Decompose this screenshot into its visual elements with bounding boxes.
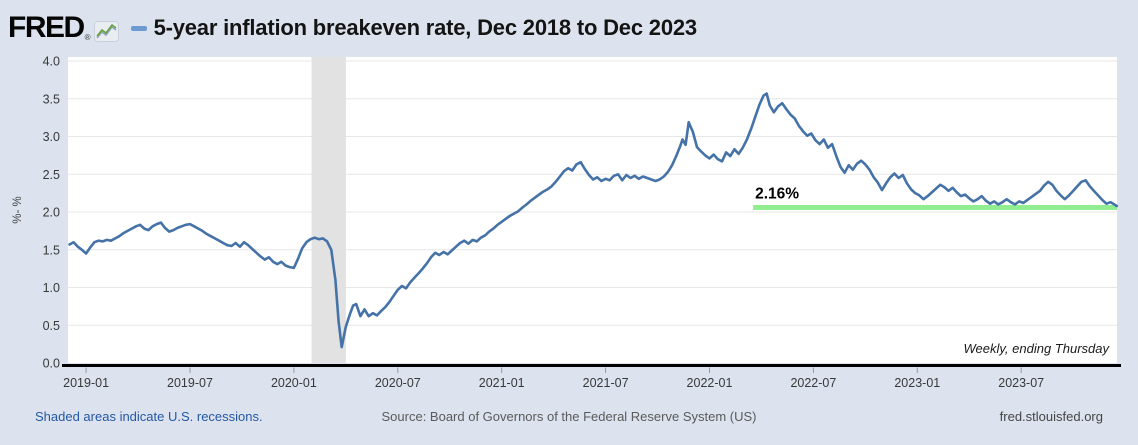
fred-logo-text: FRED xyxy=(8,10,85,44)
y-tick-label: 0.0 xyxy=(43,357,60,371)
annotation-label: 2.16% xyxy=(755,185,799,202)
frequency-note: Weekly, ending Thursday xyxy=(964,341,1111,356)
y-tick-label: 4.0 xyxy=(43,55,60,69)
x-tick-label: 2019-01 xyxy=(63,376,109,390)
x-tick-label: 2019-07 xyxy=(167,376,213,390)
y-axis-unit-label: %- % xyxy=(12,196,24,224)
y-tick-label: 1.0 xyxy=(43,281,60,295)
series-line[interactable] xyxy=(68,92,1119,349)
recession-band xyxy=(311,57,346,363)
y-tick-label: 3.0 xyxy=(43,130,60,144)
y-tick-label: 1.5 xyxy=(43,243,60,257)
y-tick-label: 0.5 xyxy=(43,319,60,333)
y-tick-label: 2.0 xyxy=(43,206,60,220)
recession-note-link[interactable]: Shaded areas indicate U.S. recessions. xyxy=(35,409,263,424)
fred-logo-sparkline-icon xyxy=(93,20,119,42)
plot-background xyxy=(68,57,1117,363)
x-tick-label: 2022-01 xyxy=(687,376,733,390)
chart-title: 5-year inflation breakeven rate, Dec 201… xyxy=(153,14,698,40)
site-link[interactable]: fred.stlouisfed.org xyxy=(999,409,1103,424)
chart-svg[interactable]: 2.16% Weekly, ending Thursday 2019-01 2019-… xyxy=(0,55,1138,405)
registered-mark: ® xyxy=(84,32,91,42)
x-tick-label: 2021-01 xyxy=(479,376,525,390)
fred-logo[interactable]: FRED ® xyxy=(8,10,119,44)
chart-footer: Shaded areas indicate U.S. recessions. S… xyxy=(0,409,1138,429)
series-legend-dash-icon xyxy=(130,26,147,31)
source-text: Source: Board of Governors of the Federa… xyxy=(381,409,757,424)
y-tick-label: 3.5 xyxy=(43,92,60,106)
x-tick-label: 2020-07 xyxy=(375,376,421,390)
x-tick-label: 2022-07 xyxy=(790,376,836,390)
reference-line xyxy=(753,204,1117,210)
chart-header: FRED ® 5-year inflation breakeven rate, … xyxy=(0,0,1138,55)
x-tick-label: 2023-07 xyxy=(998,376,1044,390)
x-tick-label: 2020-01 xyxy=(271,376,317,390)
x-tick-label: 2021-07 xyxy=(583,376,629,390)
y-tick-label: 2.5 xyxy=(43,168,60,182)
x-tick-label: 2023-01 xyxy=(894,376,940,390)
